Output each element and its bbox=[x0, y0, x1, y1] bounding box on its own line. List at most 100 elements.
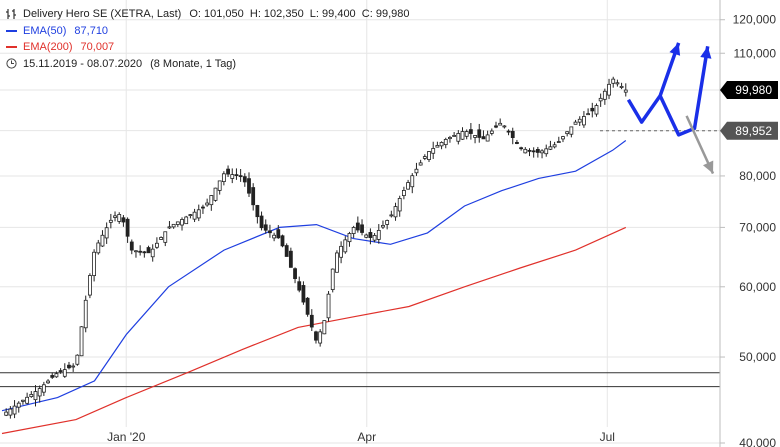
candle-body bbox=[322, 320, 327, 335]
candle-body bbox=[351, 227, 356, 234]
legend-ema200-label: EMA(200) bbox=[23, 41, 73, 53]
x-tick-label: Jan '20 bbox=[107, 430, 146, 444]
candle bbox=[598, 93, 603, 107]
candle-body bbox=[272, 234, 277, 239]
candles-layer bbox=[4, 76, 628, 419]
candle-body bbox=[138, 250, 143, 253]
clock-icon bbox=[6, 58, 17, 69]
candle bbox=[4, 408, 9, 417]
candle-body bbox=[196, 209, 201, 219]
candle-body bbox=[376, 229, 381, 240]
candle bbox=[196, 204, 201, 222]
candle bbox=[113, 211, 117, 222]
candle bbox=[339, 241, 344, 264]
candle-body bbox=[326, 293, 331, 319]
candle-body bbox=[527, 149, 532, 152]
candle-body bbox=[29, 394, 34, 398]
candle-body bbox=[372, 235, 377, 241]
candle-body bbox=[401, 190, 406, 197]
candle-body bbox=[443, 139, 448, 146]
candle bbox=[376, 224, 381, 244]
candle-body bbox=[142, 251, 147, 254]
legend-ohlc: O: 101,050 H: 102,350 L: 99,400 C: 99,98… bbox=[189, 8, 410, 20]
scenario-arrows bbox=[626, 42, 715, 175]
candle bbox=[318, 329, 323, 347]
candle bbox=[448, 135, 452, 143]
candle-body bbox=[150, 248, 155, 258]
legend-range: 15.11.2019 - 08.07.2020 bbox=[23, 57, 143, 70]
candle-body bbox=[163, 231, 168, 243]
price-badge-last: 99,980 bbox=[720, 81, 778, 100]
candle-body bbox=[523, 148, 528, 154]
legend-title: Delivery Hero SE (XETRA, Last) bbox=[23, 8, 182, 20]
candle-body bbox=[427, 151, 431, 160]
candle bbox=[460, 127, 465, 140]
candle bbox=[565, 131, 570, 137]
candle-body bbox=[381, 225, 385, 228]
candle bbox=[242, 173, 247, 187]
candle bbox=[16, 401, 21, 413]
candle bbox=[8, 406, 13, 419]
candle bbox=[314, 330, 318, 344]
candle-body bbox=[477, 129, 482, 138]
candle bbox=[431, 141, 436, 159]
badge-label: 89,952 bbox=[735, 124, 772, 138]
candle-body bbox=[506, 130, 511, 133]
candle-body bbox=[510, 130, 515, 139]
candle-body bbox=[121, 217, 126, 223]
candle-body bbox=[368, 232, 373, 238]
candle bbox=[129, 239, 134, 255]
up-arrow-1-head bbox=[669, 42, 681, 56]
candle bbox=[464, 129, 469, 140]
candle-body bbox=[88, 275, 92, 296]
legend-ema50-row: EMA(50) 87,710 bbox=[6, 23, 410, 40]
y-tick-label: 60,000 bbox=[739, 280, 776, 294]
candle bbox=[326, 291, 331, 322]
candle bbox=[92, 249, 97, 282]
candle bbox=[418, 159, 423, 166]
candle-body bbox=[255, 205, 260, 218]
candle bbox=[498, 118, 503, 126]
candle bbox=[88, 273, 92, 299]
legend-range-row: 15.11.2019 - 08.07.2020 (8 Monate, 1 Tag… bbox=[6, 56, 410, 73]
candle-body bbox=[464, 131, 469, 137]
reference-lines bbox=[0, 130, 720, 388]
chart-legend: Delivery Hero SE (XETRA, Last) O: 101,05… bbox=[6, 6, 410, 72]
candle-body bbox=[146, 247, 151, 254]
candle bbox=[494, 121, 498, 129]
candle-body bbox=[104, 227, 109, 239]
candle bbox=[188, 213, 193, 219]
candle bbox=[259, 211, 264, 231]
candle-body bbox=[360, 224, 364, 233]
candle-body bbox=[213, 187, 218, 201]
candle bbox=[96, 239, 101, 255]
candle bbox=[435, 141, 440, 148]
candle-body bbox=[418, 162, 423, 166]
candle bbox=[309, 309, 314, 331]
candle bbox=[607, 78, 611, 100]
candle-body bbox=[347, 233, 352, 243]
candle-body bbox=[12, 405, 17, 415]
candle bbox=[33, 385, 38, 407]
candle bbox=[221, 171, 226, 186]
candle-body bbox=[221, 173, 226, 182]
candle-body bbox=[552, 144, 557, 148]
ema200-swatch bbox=[6, 46, 17, 49]
candle-body bbox=[573, 121, 578, 125]
candle-body bbox=[548, 146, 553, 150]
candle-body bbox=[201, 206, 205, 209]
candle bbox=[452, 132, 457, 137]
candle-body bbox=[230, 174, 235, 179]
candle-body bbox=[188, 214, 193, 216]
candle bbox=[535, 146, 540, 158]
candle-body bbox=[129, 241, 134, 251]
candle bbox=[573, 119, 578, 125]
candle bbox=[586, 108, 590, 116]
candle bbox=[238, 168, 243, 182]
candle-body bbox=[8, 408, 13, 416]
candle bbox=[481, 130, 486, 140]
candle-body bbox=[242, 176, 247, 183]
candle bbox=[171, 223, 176, 229]
candle bbox=[117, 212, 122, 224]
legend-range-detail: (8 Monate, 1 Tag) bbox=[150, 57, 237, 70]
